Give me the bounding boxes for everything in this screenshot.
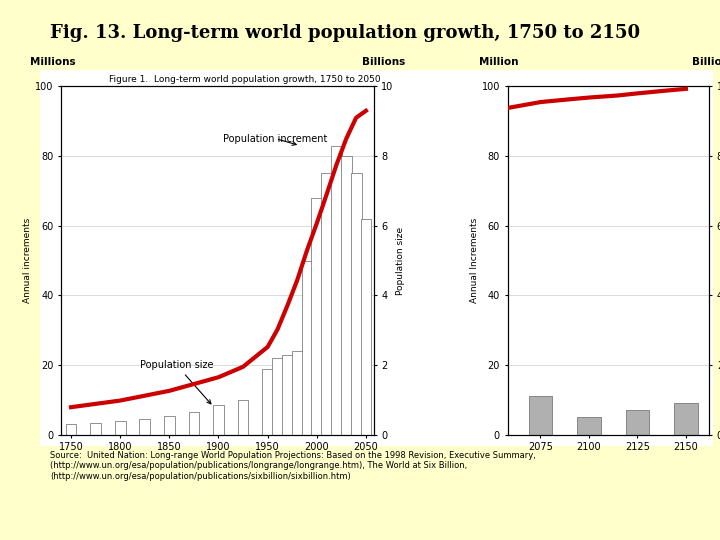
Text: Population increment: Population increment — [223, 133, 328, 145]
Text: Fig. 13. Long-term world population growth, 1750 to 2150: Fig. 13. Long-term world population grow… — [50, 24, 641, 42]
Bar — [114, 421, 125, 435]
Bar — [140, 419, 150, 435]
Text: Billions: Billions — [692, 57, 720, 68]
Bar — [311, 198, 322, 435]
Text: Billions: Billions — [362, 57, 405, 68]
Bar — [321, 173, 332, 435]
Text: Millions: Millions — [30, 57, 76, 68]
Bar — [331, 146, 342, 435]
Bar — [90, 422, 101, 435]
Bar — [626, 410, 649, 435]
Text: Population size: Population size — [140, 360, 213, 404]
Bar — [341, 156, 351, 435]
Bar — [66, 424, 76, 435]
Bar — [189, 412, 199, 435]
Bar — [675, 403, 698, 435]
Bar — [213, 405, 224, 435]
Text: Source:  United Nation: Long-range World Population Projections: Based on the 19: Source: United Nation: Long-range World … — [50, 451, 536, 481]
Bar — [529, 396, 552, 435]
Bar — [361, 219, 372, 435]
Bar — [282, 355, 293, 435]
Y-axis label: Annual increments: Annual increments — [24, 218, 32, 303]
Bar — [292, 351, 302, 435]
Bar — [577, 417, 600, 435]
Y-axis label: Annual Increments: Annual Increments — [469, 218, 479, 303]
Bar — [272, 358, 283, 435]
Bar — [262, 368, 273, 435]
Bar — [238, 400, 248, 435]
Text: Million: Million — [480, 57, 519, 68]
Text: Figure 1.  Long-term world population growth, 1750 to 2050: Figure 1. Long-term world population gro… — [109, 75, 381, 84]
Bar — [164, 416, 175, 435]
Y-axis label: Population size: Population size — [397, 226, 405, 295]
Bar — [351, 173, 361, 435]
Bar — [302, 261, 312, 435]
